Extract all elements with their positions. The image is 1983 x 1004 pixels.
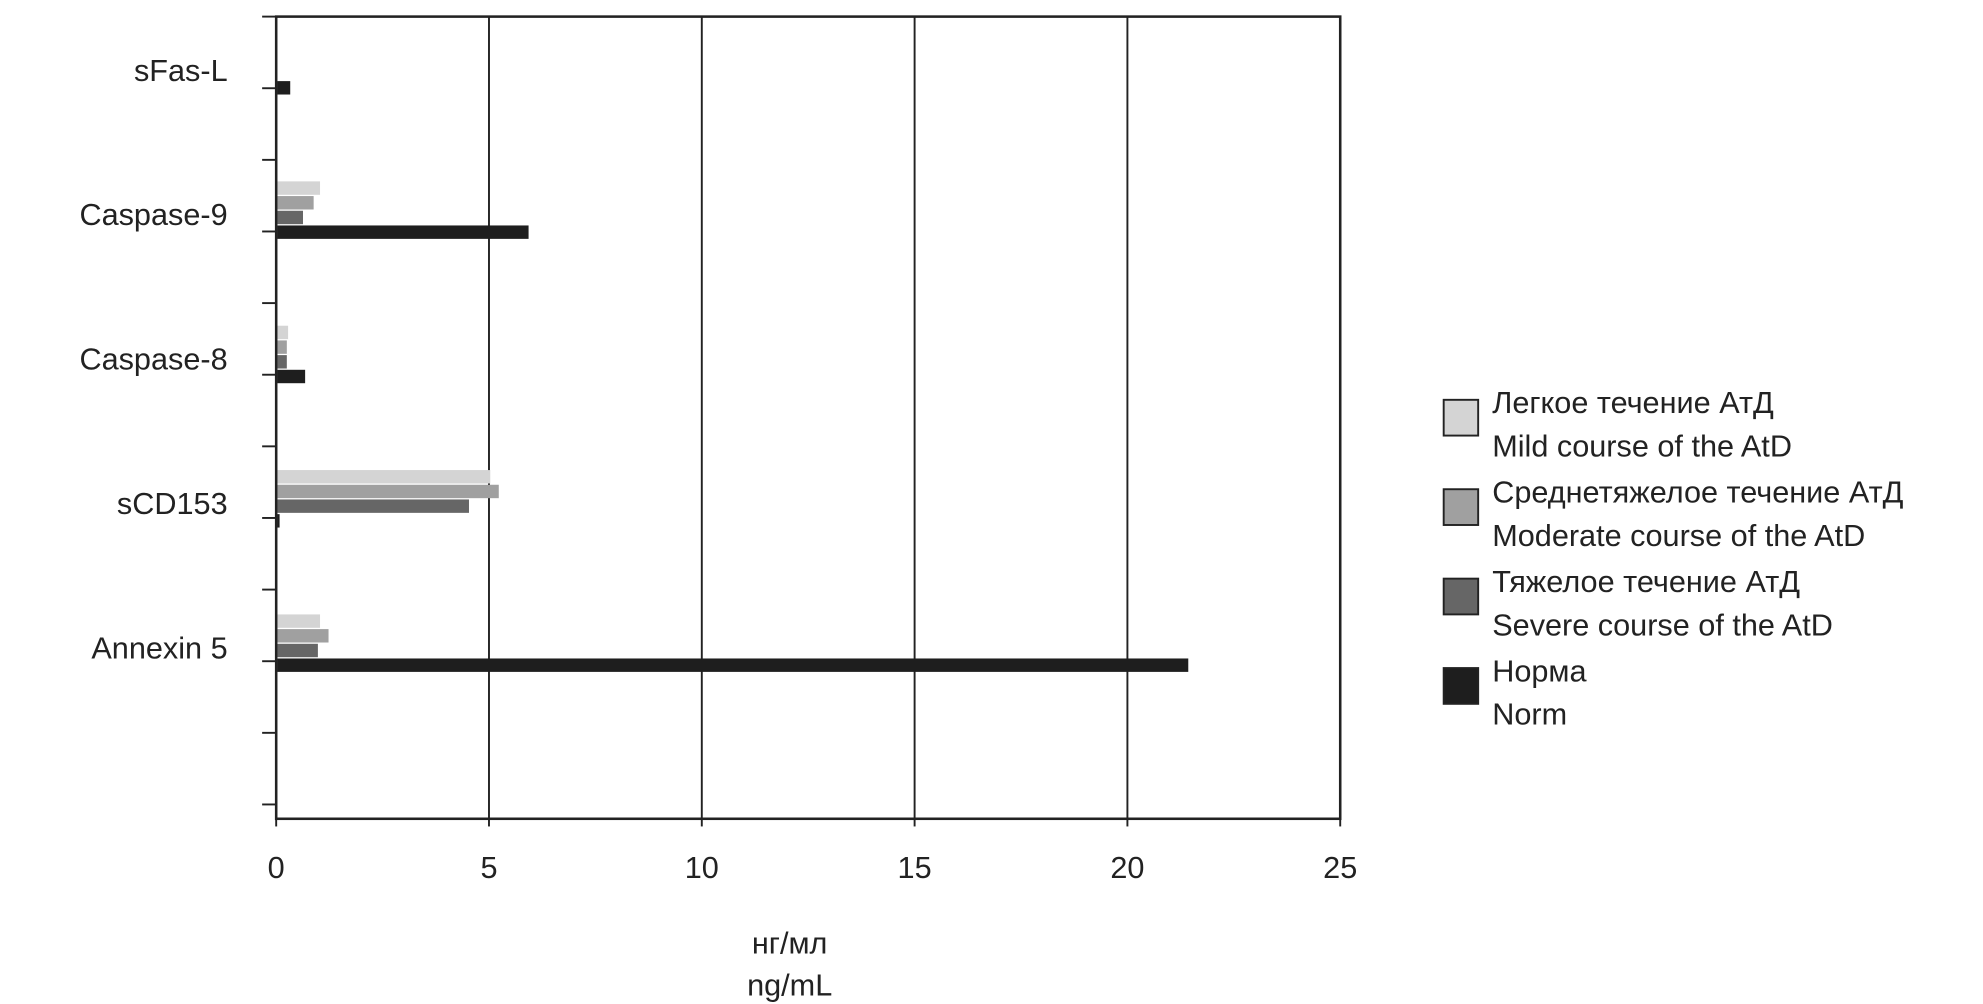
bar: [277, 196, 314, 210]
legend-label: Норма: [1492, 654, 1587, 688]
y-tick-label: Caspase-8: [79, 343, 227, 377]
legend-swatch: [1442, 488, 1480, 526]
legend-label: Severe course of the AtD: [1492, 608, 1833, 642]
legend-swatch: [1442, 398, 1480, 437]
bar: [277, 499, 469, 513]
x-tick-label: 15: [898, 851, 932, 885]
bar: [277, 181, 321, 195]
bar: [277, 325, 289, 340]
bar: [277, 484, 499, 499]
x-tick-label: 20: [1110, 851, 1144, 885]
bar: [277, 514, 280, 528]
bar: [277, 340, 287, 354]
legend-label: Mild course of the AtD: [1492, 429, 1792, 463]
bar: [277, 355, 287, 369]
legend-label: Moderate course of the AtD: [1492, 519, 1865, 553]
legend-swatch: [1442, 667, 1480, 705]
y-tick-label: Caspase-9: [79, 198, 227, 232]
bar: [277, 658, 1189, 672]
y-tick-label: sCD153: [117, 487, 228, 521]
bar: [277, 614, 321, 628]
x-tick-label: 5: [480, 851, 497, 885]
bar: [277, 629, 329, 643]
legend-label: Легкое течение АтД: [1492, 386, 1774, 420]
legend-label: Среднетяжелое течение АтД: [1492, 475, 1903, 509]
bar: [277, 470, 491, 484]
x-tick-label: 0: [268, 851, 285, 885]
y-tick-label: Annexin 5: [91, 631, 227, 665]
legend-label: Norm: [1492, 698, 1567, 732]
bar: [277, 210, 303, 225]
bar: [277, 369, 306, 384]
x-axis-label: нг/мл: [752, 926, 828, 960]
legend-swatch: [1442, 577, 1480, 616]
x-tick-label: 10: [685, 851, 719, 885]
plot-frame: [274, 15, 1342, 821]
y-tick-label: sFas-L: [134, 54, 228, 88]
x-tick-label: 25: [1323, 851, 1357, 885]
x-axis-label: ng/mL: [747, 968, 832, 1002]
legend-label: Тяжелое течение АтД: [1492, 565, 1800, 599]
bar: [277, 225, 529, 239]
bar: [277, 643, 318, 658]
bar: [277, 81, 291, 95]
